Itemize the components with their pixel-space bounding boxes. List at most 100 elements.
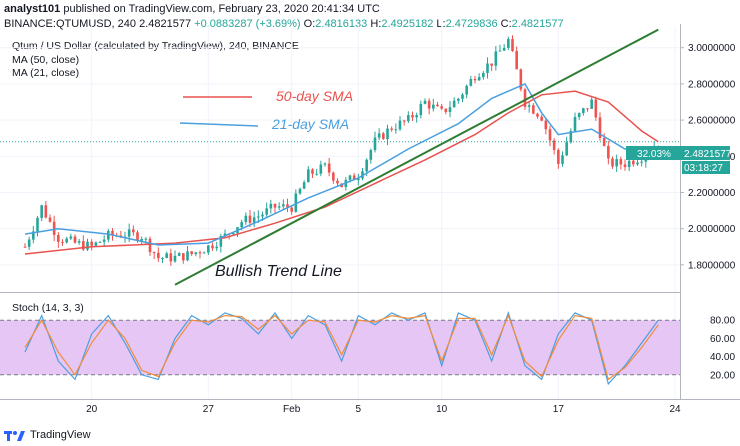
y-tick-label: 1.8000000 xyxy=(688,260,736,271)
candle-body xyxy=(336,180,339,184)
candle-body xyxy=(94,242,98,246)
candle-body xyxy=(48,217,52,222)
candle-body xyxy=(140,238,143,241)
candle-body xyxy=(398,120,402,130)
x-tick-label: 27 xyxy=(203,404,215,415)
y-tick-label: 2.8000000 xyxy=(688,79,736,90)
candle-body xyxy=(536,113,539,117)
candle-body xyxy=(565,142,568,156)
x-tick-label: 5 xyxy=(356,404,362,415)
candle-body xyxy=(423,100,427,104)
stoch-d-line xyxy=(24,313,659,381)
candle-body xyxy=(602,138,606,146)
candle-body xyxy=(261,214,264,217)
candle-body xyxy=(319,164,323,174)
candle-body xyxy=(357,178,360,181)
candle-body xyxy=(369,150,373,160)
candle-body xyxy=(190,251,193,255)
candle-body xyxy=(136,232,139,241)
candle-body xyxy=(90,241,93,246)
candle-body xyxy=(390,128,393,130)
candle-body xyxy=(298,188,302,194)
ma21-line xyxy=(24,82,659,246)
legend-ma50[interactable]: MA (50, close) xyxy=(12,53,80,66)
candle-body xyxy=(494,51,498,66)
trend-line-annotation: Bullish Trend Line xyxy=(215,263,342,280)
high-label: H: xyxy=(370,18,382,30)
candle-body xyxy=(232,233,235,235)
candle-body xyxy=(32,231,35,240)
legend-symbol-title: Qtum / US Dollar (calculated by TradingV… xyxy=(12,40,299,52)
candle-body xyxy=(636,162,639,165)
candle-body xyxy=(402,120,406,122)
candle-body xyxy=(511,39,514,51)
candle-body xyxy=(257,216,260,218)
price-badge-pct: 32.03% xyxy=(637,149,671,160)
candle-body xyxy=(211,245,214,249)
x-tick-label: Feb xyxy=(283,404,301,415)
publish-header: analyst101 published on TradingView.com,… xyxy=(4,2,564,32)
candle-body xyxy=(594,99,598,118)
candle-body xyxy=(215,246,218,249)
candle-body xyxy=(273,203,277,208)
x-tick-label: 10 xyxy=(436,404,448,415)
candle-body xyxy=(569,130,573,143)
candle-body xyxy=(627,160,631,168)
candle-body xyxy=(302,182,306,189)
price-badge-price: 2.4821577 xyxy=(684,149,732,160)
close-label: C: xyxy=(500,18,512,30)
candle-body xyxy=(61,241,64,243)
stoch-axis[interactable]: 80.00 60.00 40.00 20.00 xyxy=(710,316,735,382)
candle-body xyxy=(557,149,560,164)
stoch-label[interactable]: Stoch (14, 3, 3) xyxy=(12,302,84,314)
candle-body xyxy=(286,204,289,208)
candle-body xyxy=(498,50,502,52)
ohlc-line: BINANCE:QTUMUSD, 240 2.4821577 +0.088328… xyxy=(4,17,564,32)
candle-body xyxy=(332,172,335,181)
candle-body xyxy=(352,175,356,181)
published-text: published on TradingView.com, February 2… xyxy=(63,3,380,15)
candle-body xyxy=(586,108,589,110)
candle-body xyxy=(552,140,556,150)
stoch-band xyxy=(0,320,680,375)
candle-body xyxy=(598,117,602,139)
candle-body xyxy=(111,230,114,236)
candle-body xyxy=(527,105,531,107)
time-axis[interactable]: 20 27 Feb 5 10 17 24 xyxy=(86,404,681,415)
candle-body xyxy=(615,159,618,167)
stoch-tick-label: 60.00 xyxy=(710,334,735,345)
bullish-trend-line xyxy=(174,28,659,286)
low-value: 2.4729836 xyxy=(445,18,498,30)
candle-body xyxy=(152,252,156,254)
candle-body xyxy=(173,255,177,262)
candle-body xyxy=(577,113,581,118)
candle-body xyxy=(382,133,385,140)
candle-body xyxy=(269,203,273,209)
candle-body xyxy=(607,145,610,159)
candle-body xyxy=(240,222,243,228)
candle-body xyxy=(532,105,535,114)
open-value: 2.4816133 xyxy=(315,18,368,30)
candle-body xyxy=(165,253,168,258)
candle-body xyxy=(573,117,577,131)
close-value: 2.4821577 xyxy=(511,18,564,30)
author-name[interactable]: analyst101 xyxy=(4,3,61,15)
stoch-tick-label: 40.00 xyxy=(710,352,735,363)
tradingview-footer[interactable]: TradingView xyxy=(4,428,91,442)
candle-body xyxy=(632,160,635,165)
candle-body xyxy=(177,253,181,256)
footer-brand: TradingView xyxy=(30,429,91,441)
candle-body xyxy=(194,252,198,255)
candle-body xyxy=(244,215,248,223)
candle-body xyxy=(582,108,585,114)
candle-body xyxy=(482,72,485,78)
high-value: 2.4925182 xyxy=(381,18,434,30)
legend-ma21[interactable]: MA (21, close) xyxy=(12,67,80,79)
candle-body xyxy=(265,208,268,215)
candle-layer xyxy=(23,35,660,266)
countdown-badge: 03:18:27 xyxy=(684,163,723,174)
candle-body xyxy=(144,238,148,240)
candle-body xyxy=(540,116,543,121)
candle-body xyxy=(127,229,131,237)
